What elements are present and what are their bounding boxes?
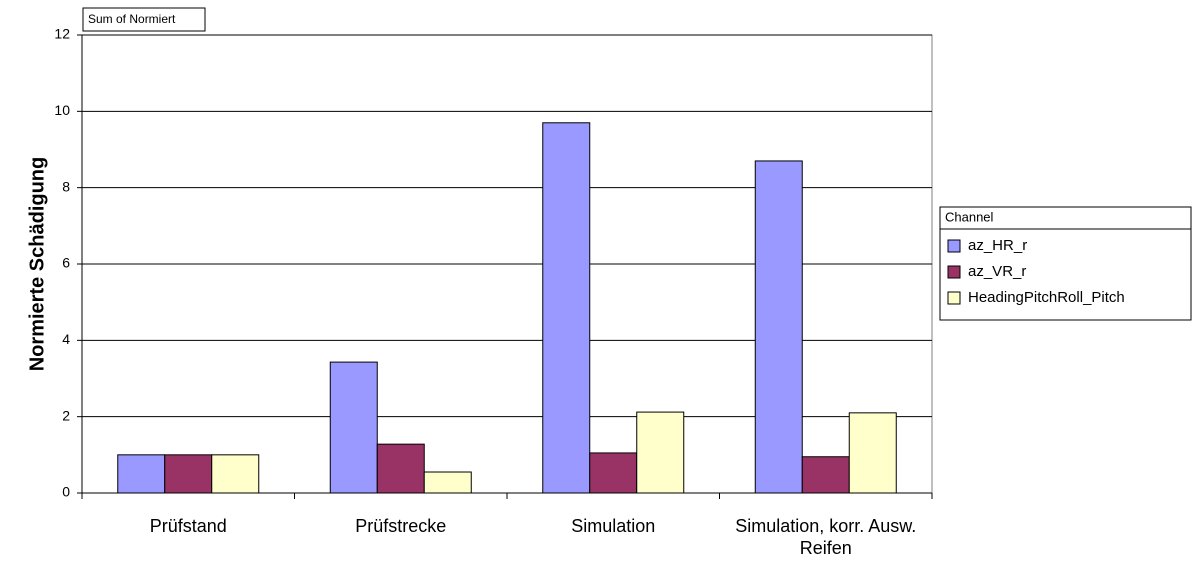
bar [848, 412, 897, 494]
legend-title: Channel [945, 209, 994, 224]
legend-box [939, 228, 1192, 321]
y-tick-label: 0 [62, 484, 70, 500]
y-tick-label: 10 [54, 102, 70, 118]
legend-label: HeadingPitchRoll_Pitch [968, 289, 1125, 306]
bar [754, 160, 803, 494]
y-tick-label: 6 [62, 255, 70, 271]
legend-swatch [947, 291, 961, 305]
bar [117, 454, 166, 494]
y-tick-label: 8 [62, 178, 70, 194]
bar [542, 122, 591, 494]
y-tick-label: 4 [62, 331, 70, 347]
bar [211, 454, 260, 494]
bar [329, 361, 378, 494]
legend-swatch [947, 239, 961, 253]
x-tick-label: Prüfstand [149, 516, 227, 536]
bar [801, 456, 850, 494]
header-box [82, 7, 206, 32]
bar [376, 443, 425, 494]
bar [636, 411, 685, 494]
x-tick-label: Simulation [571, 516, 656, 536]
legend-label: az_HR_r [968, 237, 1027, 254]
y-tick-label: 2 [62, 407, 70, 423]
x-tick-label: Prüfstrecke [355, 516, 447, 536]
y-axis-label: Normierte Schädigung [26, 157, 48, 371]
bar [423, 471, 472, 494]
bar [589, 452, 638, 494]
bar [164, 454, 213, 494]
x-tick-label: Simulation, korr. Ausw. Reifen [735, 516, 917, 558]
header-label: Sum of Normiert [88, 12, 176, 26]
y-tick-label: 12 [54, 26, 70, 42]
legend-label: az_VR_r [968, 263, 1026, 280]
legend-swatch [947, 265, 961, 279]
